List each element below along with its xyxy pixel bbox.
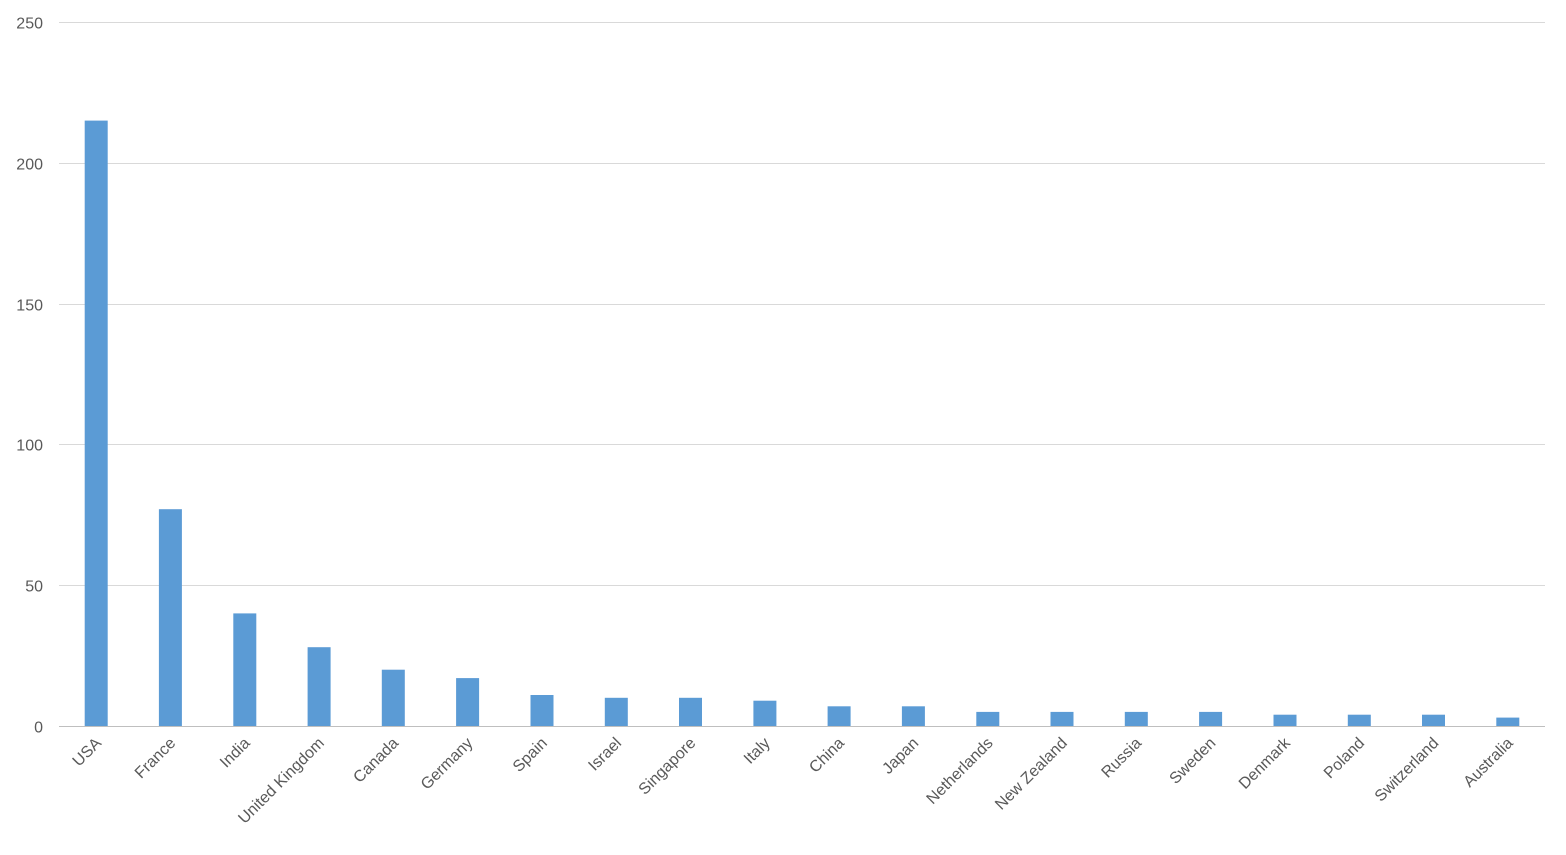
bar [1422, 714, 1445, 726]
x-tick-label: Israel [585, 735, 625, 775]
bar [307, 647, 331, 726]
x-tick-label: Japan [879, 735, 922, 778]
x-tick-label: Italy [741, 735, 774, 768]
bar [1347, 714, 1371, 726]
bar [233, 613, 257, 726]
y-axis-tick-labels: 0 50 100 150 200 250 [16, 16, 43, 737]
y-tick-label: 0 [34, 720, 43, 737]
bar [679, 697, 702, 726]
x-tick-label: Germany [418, 735, 477, 794]
bars [84, 120, 1520, 727]
y-tick-label: 100 [16, 438, 43, 455]
x-tick-label: Canada [350, 735, 402, 787]
x-tick-label: Australia [1461, 735, 1517, 791]
x-tick-label: Spain [510, 735, 551, 776]
x-tick-label: Poland [1321, 735, 1368, 782]
bar [158, 509, 182, 726]
bar [381, 669, 405, 726]
bar [1124, 711, 1148, 726]
bar [901, 706, 925, 726]
x-tick-label: Russia [1099, 735, 1146, 782]
bar [976, 711, 1000, 726]
y-tick-label: 150 [16, 298, 43, 315]
bar [1199, 711, 1223, 726]
y-tick-label: 250 [16, 16, 43, 33]
y-tick-label: 50 [25, 579, 43, 596]
x-tick-label: Switzerland [1372, 735, 1443, 806]
bar [1496, 717, 1520, 726]
x-tick-label: USA [70, 735, 106, 771]
bar [456, 678, 480, 726]
bar [753, 700, 777, 726]
x-tick-label: Singapore [636, 735, 700, 799]
bar [84, 120, 108, 727]
y-tick-label: 200 [16, 157, 43, 174]
x-tick-label: Denmark [1236, 734, 1295, 793]
x-tick-label: New Zealand [992, 735, 1071, 814]
x-tick-label: Sweden [1167, 735, 1220, 788]
bar [530, 695, 554, 726]
gridlines [59, 22, 1545, 727]
x-tick-label: Netherlands [924, 735, 997, 808]
bar [1273, 714, 1297, 726]
bar [604, 697, 628, 726]
x-tick-label: India [217, 735, 254, 772]
x-tick-label: France [132, 735, 179, 782]
bar [827, 706, 851, 726]
bar [1050, 711, 1074, 726]
x-tick-label: China [806, 735, 848, 777]
